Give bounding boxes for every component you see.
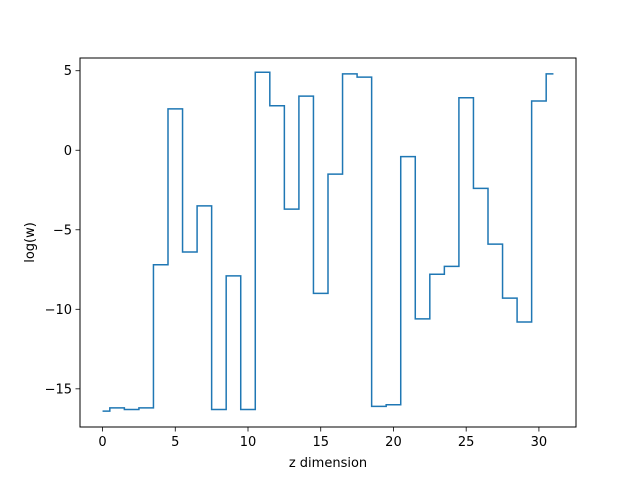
x-tick-label: 0 (98, 435, 106, 450)
y-tick-label: 5 (64, 64, 72, 79)
y-tick-label: −10 (45, 303, 72, 318)
x-axis: 0 5 10 15 20 25 30 (98, 427, 547, 450)
series-layer (102, 71, 554, 412)
x-axis-label: z dimension (289, 456, 367, 471)
x-tick-label: 20 (385, 435, 402, 450)
series-line-0 (102, 71, 554, 412)
y-tick-label: −5 (53, 223, 72, 238)
y-tick-label: −15 (45, 382, 72, 397)
x-tick-label: 15 (312, 435, 329, 450)
x-tick-label: 10 (240, 435, 257, 450)
y-axis: −15 −10 −5 0 5 (45, 64, 80, 397)
y-tick-label: 0 (64, 144, 72, 159)
x-tick-label: 5 (171, 435, 179, 450)
y-axis-label: log(w) (23, 222, 38, 263)
x-tick-label: 30 (531, 435, 548, 450)
x-tick-label: 25 (458, 435, 475, 450)
plot-frame (79, 57, 577, 428)
